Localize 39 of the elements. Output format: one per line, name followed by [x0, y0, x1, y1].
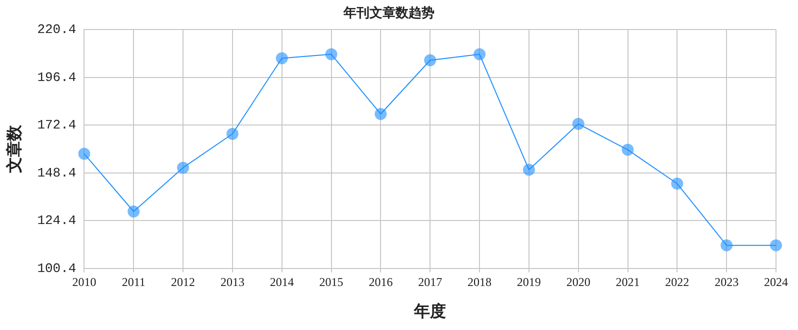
x-tick-label: 2022 [665, 274, 690, 289]
point [78, 148, 90, 160]
x-tick-label: 2011 [122, 274, 146, 289]
y-tick-label: 196.4 [37, 70, 76, 85]
y-tick-label: 100.4 [37, 260, 76, 276]
x-tick-label: 2010 [72, 274, 96, 289]
point [671, 178, 684, 190]
x-tick-label: 2021 [616, 274, 640, 289]
x-tick-label: 2023 [714, 274, 739, 289]
point [522, 164, 535, 176]
x-tick-label: 2017 [418, 274, 442, 289]
y-tick-label: 148.4 [37, 165, 76, 180]
point [572, 118, 584, 130]
x-tick-label: 2020 [566, 274, 590, 289]
point [128, 205, 140, 218]
x-tick-label: 2012 [171, 274, 196, 289]
y-axis-title: 文章数 [6, 124, 24, 174]
point [770, 239, 782, 252]
point [474, 48, 486, 60]
y-tick-label: 172.4 [37, 118, 76, 133]
x-tick-label: 2014 [270, 274, 294, 289]
point [226, 128, 238, 140]
y-tick-label: 124.4 [37, 213, 76, 228]
point [276, 52, 288, 64]
x-tick-label: 2018 [468, 274, 492, 289]
point [720, 239, 733, 252]
point [177, 162, 190, 174]
x-tick-label: 2013 [220, 274, 244, 289]
x-tick-label: 2024 [764, 274, 788, 289]
point [622, 144, 634, 156]
chart-title: 年刊文章数趋势 [342, 5, 434, 20]
point [325, 48, 338, 60]
x-tick-label: 2016 [368, 274, 393, 289]
x-axis-title: 年度 [413, 302, 446, 321]
point [424, 54, 436, 66]
y-tick-label: 220.4 [37, 22, 76, 38]
x-tick-label: 2015 [319, 274, 344, 289]
x-tick-label: 2019 [516, 274, 541, 289]
point [374, 108, 387, 120]
